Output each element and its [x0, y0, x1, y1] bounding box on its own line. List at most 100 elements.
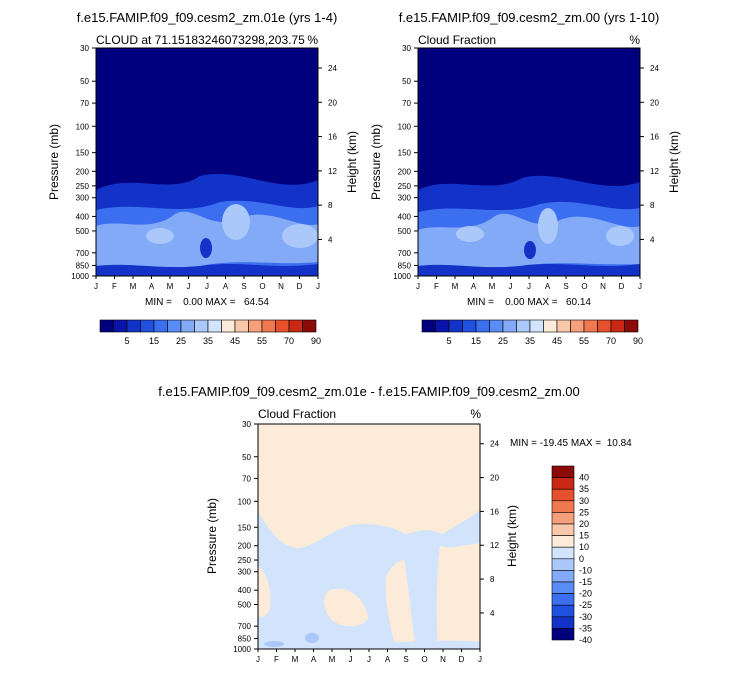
colorbar-label: 0 — [579, 554, 584, 564]
colorbar-label: 5 — [446, 336, 451, 346]
pressure-tick-label: 850 — [238, 635, 252, 644]
colorbar-label: 25 — [498, 336, 508, 346]
pressure-tick-label: 500 — [238, 601, 252, 610]
pressure-tick-label: 70 — [80, 99, 89, 108]
panel-2-colorbar: 5 15 25 35 45 55 70 90 — [421, 319, 643, 346]
month-tick-label: J — [478, 655, 482, 664]
month-tick-label: O — [259, 282, 265, 291]
panel-2-dark-blob — [524, 241, 536, 259]
panel-3-positive-lobe — [258, 566, 271, 618]
month-tick-label: S — [403, 655, 408, 664]
colorbar-swatch — [99, 319, 114, 333]
month-tick-label: O — [421, 655, 427, 664]
colorbar-label: 70 — [284, 336, 294, 346]
colorbar-label: -10 — [579, 565, 592, 575]
panel-2-ylabel: Pressure (mb) — [369, 124, 383, 200]
colorbar-swatch — [275, 319, 290, 333]
pressure-tick-label: 700 — [238, 622, 252, 631]
colorbar-swatch — [551, 488, 575, 502]
colorbar-swatch — [543, 319, 558, 333]
panel-1-pressure-axis: 30 50 70 100 150 200 250 300 400 500 700 850 1000 — [71, 44, 96, 281]
panel-2-units: % — [629, 33, 640, 47]
pressure-tick-label: 250 — [238, 556, 252, 565]
pressure-tick-label: 300 — [398, 194, 412, 203]
panel-2-subtitle: Cloud Fraction — [418, 33, 496, 47]
colorbar-swatch — [153, 319, 168, 333]
month-tick-label: A — [149, 282, 155, 291]
colorbar-swatch — [207, 319, 222, 333]
colorbar-swatch — [551, 477, 575, 490]
pressure-tick-label: 500 — [398, 227, 412, 236]
pressure-tick-label: 70 — [402, 99, 411, 108]
panel-3-positive-patch — [324, 588, 368, 627]
panel-3-blue-blob — [305, 633, 319, 643]
panel-1-height-axis: 24 20 16 12 8 4 — [318, 64, 337, 244]
height-tick-label: 4 — [490, 609, 495, 618]
colorbar-label: -30 — [579, 612, 592, 622]
panel-2-plot-area — [417, 47, 641, 277]
panel-3-ylabel-right: Height (km) — [505, 505, 519, 567]
panel-1-plot-area — [95, 47, 319, 277]
month-tick-label: F — [434, 282, 439, 291]
month-tick-label: S — [563, 282, 568, 291]
panel-2-stats: MIN = 0.00 MAX = 60.14 — [467, 297, 591, 308]
colorbar-label: 5 — [124, 336, 129, 346]
colorbar-swatch — [140, 319, 155, 333]
colorbar-label: 15 — [579, 531, 589, 541]
colorbar-swatch — [597, 319, 612, 333]
height-tick-label: 4 — [328, 235, 333, 244]
panel-2-pale-blob-c — [456, 226, 484, 242]
colorbar-swatch — [551, 558, 575, 571]
colorbar-label: 55 — [257, 336, 267, 346]
pressure-tick-label: 700 — [76, 249, 90, 258]
pressure-tick-label: 300 — [238, 568, 252, 577]
height-tick-label: 20 — [328, 98, 337, 107]
colorbar-swatch — [221, 319, 236, 333]
panel-3-plot-area — [257, 423, 481, 650]
month-tick-label: J — [187, 282, 191, 291]
colorbar-swatch — [583, 319, 598, 333]
month-tick-label: M — [489, 282, 496, 291]
pressure-tick-label: 850 — [398, 261, 412, 270]
height-tick-label: 12 — [328, 167, 337, 176]
colorbar-label: -15 — [579, 577, 592, 587]
pressure-tick-label: 100 — [238, 497, 252, 506]
height-tick-label: 8 — [490, 575, 495, 584]
colorbar-label: 20 — [579, 519, 589, 529]
month-tick-label: F — [274, 655, 279, 664]
panel-2-pressure-axis: 30 50 70 100 150 200 250 300 400 500 700 850 1000 — [393, 44, 418, 281]
colorbar-swatch — [288, 319, 303, 333]
month-tick-label: D — [459, 655, 465, 664]
panel-1-pale-blob-c — [146, 228, 174, 244]
panel-1-dark-blob — [200, 238, 212, 258]
pressure-tick-label: 1000 — [71, 272, 89, 281]
month-tick-label: J — [316, 282, 320, 291]
height-tick-label: 16 — [650, 133, 659, 142]
colorbar-swatch — [551, 628, 575, 641]
height-tick-label: 12 — [490, 541, 499, 550]
colorbar-label: -35 — [579, 623, 592, 633]
pressure-tick-label: 400 — [398, 212, 412, 221]
pressure-tick-label: 200 — [398, 167, 412, 176]
pressure-tick-label: 70 — [242, 474, 251, 483]
panel-1-ylabel: Pressure (mb) — [47, 124, 61, 200]
month-tick-label: N — [600, 282, 606, 291]
colorbar-label: 40 — [579, 473, 589, 483]
panel-1-subtitle: CLOUD at 71.15183246073298,203.75 — [96, 33, 305, 47]
colorbar-label: -40 — [579, 635, 592, 645]
colorbar-label: 45 — [552, 336, 562, 346]
panel-2-bottom-band — [418, 264, 640, 276]
colorbar-swatch — [113, 319, 128, 333]
month-tick-label: J — [509, 282, 513, 291]
colorbar-swatch — [570, 319, 585, 333]
colorbar-swatch — [551, 616, 575, 629]
pressure-tick-label: 250 — [76, 182, 90, 191]
month-tick-label: M — [452, 282, 459, 291]
colorbar-label: 70 — [606, 336, 616, 346]
height-tick-label: 24 — [490, 440, 499, 449]
